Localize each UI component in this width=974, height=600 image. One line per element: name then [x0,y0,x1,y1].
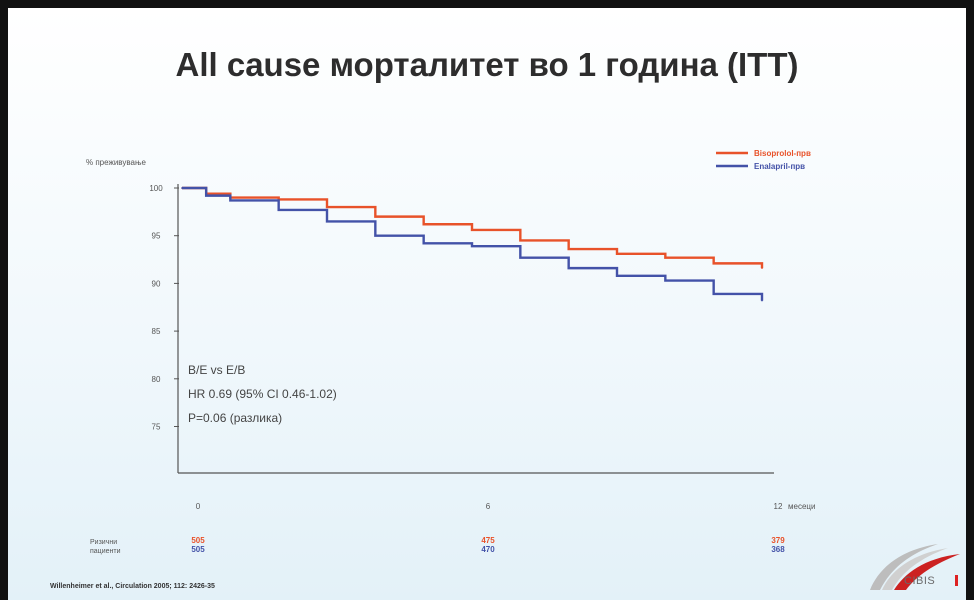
y-tick-label: 75 [152,423,161,432]
y-tick-label: 85 [152,327,161,336]
slide: All cause морталитет во 1 година (ITT) %… [8,8,966,600]
x-tick-label: 12 [774,502,783,511]
data-point [616,253,618,255]
y-tick-label: 95 [152,232,161,241]
y-tick-label: 90 [152,279,161,288]
data-point [229,199,232,202]
data-point [664,256,667,259]
logo-accent-bar [955,575,958,586]
data-point [712,262,715,265]
data-point [616,274,618,277]
risk-value-bisoprolol: 505 [191,536,205,545]
data-point [326,206,328,208]
stats-line: P=0.06 (разлика) [188,411,282,425]
chart-series [181,186,764,302]
risk-row-label: пациенти [90,548,121,555]
chart-legend: Bisoprolol-прв Enalapril-прв [716,149,811,171]
data-point [181,187,183,189]
risk-row-label: Ризични [90,539,117,546]
data-point [761,299,763,302]
risk-value-enalapril: 505 [191,545,205,554]
data-point [422,242,425,245]
x-tick-label: 0 [196,502,201,511]
series-line-bisoprolol [182,186,764,269]
series-line-enalapril [182,186,764,301]
survival-chart: % преживување 100 95 90 85 80 75 0 6 12 месеци Bis… [86,149,815,555]
data-point [471,229,473,231]
data-point [664,279,667,282]
risk-value-enalapril: 368 [771,545,785,554]
y-tick-label: 100 [149,184,163,193]
stats-line: B/E vs E/B [188,363,245,377]
y-tick-label: 80 [152,375,161,384]
legend-label: Enalapril-прв [754,162,805,171]
data-point [519,256,522,259]
legend-label: Bisoprolol-прв [754,149,811,158]
citation: Willenheimer et al., Circulation 2005; 1… [50,583,215,590]
slide-title: All cause морталитет во 1 година (ITT) [175,46,799,83]
data-point [567,267,570,269]
data-point [471,245,473,247]
x-axis-label: месеци [788,502,815,511]
data-point [277,209,280,211]
data-point [567,248,570,250]
chart-axes: % преживување 100 95 90 85 80 75 0 6 12 месеци [86,158,815,511]
data-point [761,267,763,269]
logo-text: CIBIS [904,575,936,587]
data-point [205,194,207,197]
cibis-swoosh-logo-icon [870,544,960,590]
risk-value-bisoprolol: 475 [481,536,495,545]
data-point [326,220,328,223]
risk-value-enalapril: 470 [481,545,495,554]
data-point [422,223,425,226]
data-point [374,215,377,218]
x-tick-label: 6 [486,502,491,511]
risk-value-bisoprolol: 379 [771,536,785,545]
stats-annotation: B/E vs E/B HR 0.69 (95% CI 0.46-1.02) P=0.… [188,363,337,425]
data-point [712,293,715,295]
data-point [519,239,522,242]
data-point [374,234,377,237]
stats-line: HR 0.69 (95% CI 0.46-1.02) [188,387,337,401]
y-axis-label: % преживување [86,158,146,167]
